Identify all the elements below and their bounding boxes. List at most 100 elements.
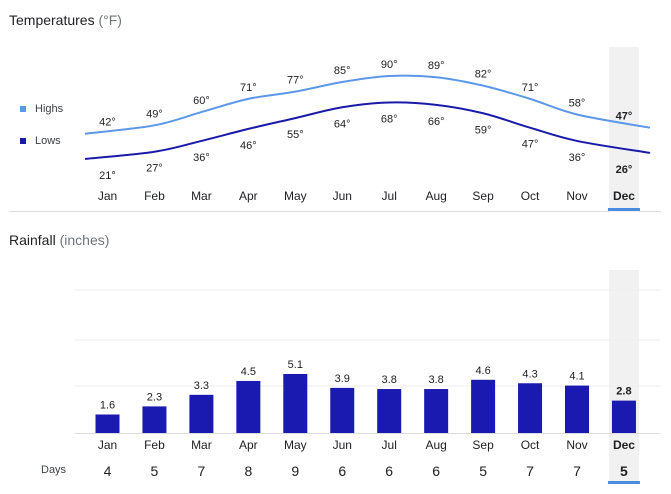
days-value-nov: 7 (573, 463, 581, 479)
selected-month-band-temperatures (608, 47, 639, 212)
highs-label-oct: 71° (522, 82, 539, 94)
rainfall-bar-apr[interactable] (236, 380, 261, 433)
rainfall-bar-aug[interactable] (424, 389, 449, 433)
rainfall-value-apr: 4.5 (241, 366, 256, 378)
lows-label-dec: 26° (616, 164, 633, 176)
days-value-sep: 5 (479, 463, 487, 479)
rainfall-month-label-aug: Aug (425, 438, 446, 452)
rainfall-month-label-jul: Jul (382, 438, 397, 452)
rainfall-month-label-apr: Apr (239, 438, 258, 452)
rainfall-month-label-nov: Nov (566, 438, 587, 452)
lows-label-jan: 21° (99, 170, 116, 182)
rainfall-bar-mar[interactable] (189, 394, 214, 433)
rainfall-title-text: Rainfall (9, 232, 56, 248)
rainfall-value-dec: 2.8 (616, 386, 631, 398)
temperatures-month-label-jan: Jan (98, 189, 117, 203)
rainfall-bar-feb[interactable] (142, 406, 167, 433)
rainfall-bar-nov[interactable] (565, 385, 589, 433)
temperatures-month-label-feb: Feb (144, 189, 165, 203)
legend-highs: Highs (20, 103, 63, 115)
rainfall-unit: (inches) (59, 232, 110, 248)
rainfall-month-label-mar: Mar (191, 438, 212, 452)
lows-label-jul: 68° (381, 113, 398, 125)
lows-label-apr: 46° (240, 140, 257, 152)
rainfall-month-label-oct: Oct (521, 438, 540, 452)
highs-label-sep: 82° (475, 69, 492, 81)
rainfall-month-label-jun: Jun (333, 438, 352, 452)
lows-line (84, 101, 651, 160)
days-value-jul: 6 (385, 463, 393, 479)
rainfall-value-mar: 3.3 (194, 380, 209, 392)
rainfall-value-jan: 1.6 (100, 399, 115, 411)
highs-label-dec: 47° (616, 111, 633, 123)
highs-label-apr: 71° (240, 82, 257, 94)
lows-label-sep: 59° (475, 124, 492, 136)
days-value-jan: 4 (104, 463, 112, 479)
selected-month-band-rainfall (608, 270, 639, 484)
rainfall-title: Rainfall (inches) (9, 232, 109, 248)
temperatures-divider (9, 211, 661, 212)
rainfall-bar-jan[interactable] (95, 414, 120, 433)
days-value-oct: 7 (526, 463, 534, 479)
rainfall-month-label-jan: Jan (98, 438, 117, 452)
rainfall-value-may: 5.1 (288, 359, 303, 371)
highs-label-jul: 90° (381, 59, 398, 71)
highs-label-nov: 58° (569, 97, 586, 109)
temperatures-month-label-aug: Aug (425, 189, 446, 203)
lows-label-feb: 27° (146, 163, 163, 175)
lows-label-nov: 36° (569, 152, 586, 164)
selected-month-underline-days (607, 481, 640, 484)
rainfall-month-label-dec: Dec (613, 438, 635, 452)
days-value-dec: 5 (620, 463, 628, 479)
temperatures-title: Temperatures (°F) (9, 12, 122, 28)
days-value-jun: 6 (338, 463, 346, 479)
temperatures-month-label-sep: Sep (472, 189, 494, 203)
rainfall-month-label-sep: Sep (472, 438, 494, 452)
days-value-feb: 5 (151, 463, 159, 479)
rainfall-bar-oct[interactable] (518, 383, 543, 433)
rainfall-value-aug: 3.8 (429, 374, 444, 386)
lows-label-jun: 64° (334, 118, 351, 130)
temperatures-month-label-jun: Jun (333, 189, 352, 203)
temperatures-month-label-may: May (284, 189, 307, 203)
temperatures-month-label-dec: Dec (613, 189, 635, 203)
highs-label-mar: 60° (193, 95, 210, 107)
rainfall-month-label-may: May (284, 438, 307, 452)
rainfall-bar-may[interactable] (283, 374, 308, 433)
highs-label-aug: 89° (428, 60, 445, 72)
temperatures-month-label-mar: Mar (191, 189, 212, 203)
temperatures-month-label-oct: Oct (521, 189, 540, 203)
legend-highs-swatch (20, 106, 26, 112)
lows-label-mar: 36° (193, 152, 210, 164)
rainfall-value-nov: 4.1 (569, 371, 584, 383)
lows-label-aug: 66° (428, 116, 445, 128)
rainfall-value-oct: 4.3 (522, 368, 537, 380)
rainfall-value-feb: 2.3 (147, 391, 162, 403)
legend-lows-label: Lows (35, 135, 61, 147)
temperatures-month-label-nov: Nov (566, 189, 587, 203)
highs-label-may: 77° (287, 75, 304, 87)
rainfall-value-jun: 3.9 (335, 373, 350, 385)
selected-month-underline-temperatures (607, 208, 640, 211)
days-value-mar: 7 (198, 463, 206, 479)
temperatures-month-label-jul: Jul (382, 189, 397, 203)
rainfall-bar-sep[interactable] (471, 379, 496, 433)
lows-label-oct: 47° (522, 139, 539, 151)
days-value-may: 9 (291, 463, 299, 479)
temperatures-month-label-apr: Apr (239, 189, 258, 203)
legend-highs-label: Highs (35, 103, 64, 115)
lows-label-may: 55° (287, 129, 304, 141)
highs-label-jun: 85° (334, 65, 351, 77)
highs-label-jan: 42° (99, 117, 116, 129)
rainfall-bar-dec[interactable] (611, 400, 636, 433)
days-value-apr: 8 (244, 463, 252, 479)
days-value-aug: 6 (432, 463, 440, 479)
rainfall-bar-jun[interactable] (330, 387, 355, 433)
temperatures-unit: (°F) (98, 12, 122, 28)
days-label: Days (41, 464, 67, 476)
highs-label-feb: 49° (146, 108, 163, 120)
rainfall-bar-jul[interactable] (377, 389, 402, 433)
rainfall-value-sep: 4.6 (475, 365, 490, 377)
legend-lows: Lows (20, 135, 61, 147)
